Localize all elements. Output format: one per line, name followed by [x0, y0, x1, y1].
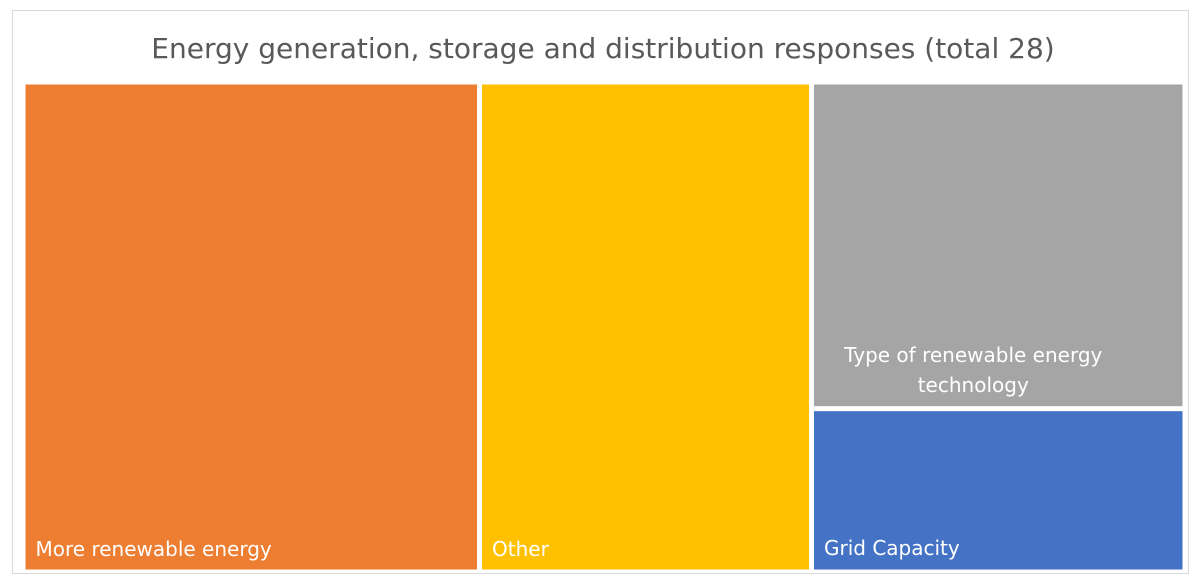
- chart-title: Energy generation, storage and distribut…: [151, 32, 1054, 65]
- cell-label: Other: [492, 536, 549, 561]
- cell-label-box: Grid Capacity: [814, 411, 1183, 569]
- treemap-cell: [25, 84, 477, 570]
- cell-label-box: Other: [482, 85, 809, 570]
- cell-label-wrap: Type of renewable energy technology: [814, 85, 1183, 407]
- cell-label: Grid Capacity: [824, 536, 960, 561]
- treemap-cell: [482, 84, 809, 570]
- cell-label-box: More renewable energy: [26, 85, 478, 570]
- cell-label-wrap: More renewable energy: [26, 85, 478, 570]
- treemap-cell: [814, 411, 1183, 570]
- cell-label-box: Type of renewable energy technology: [814, 85, 1183, 407]
- cell-label: Type of renewable energy technology: [844, 343, 1103, 398]
- treemap-cell: [814, 84, 1183, 407]
- cell-label-wrap: Other: [482, 85, 809, 570]
- cell-label-wrap: Grid Capacity: [814, 411, 1183, 569]
- cell-label: More renewable energy: [35, 536, 272, 561]
